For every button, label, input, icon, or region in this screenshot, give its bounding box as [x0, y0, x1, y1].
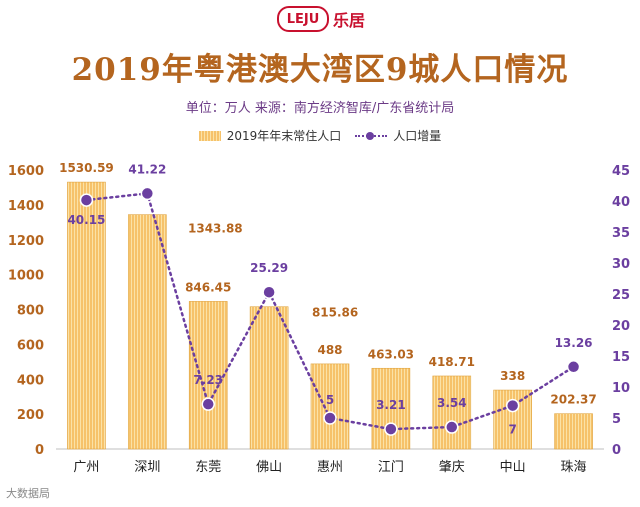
watermark: 大数据局: [6, 487, 50, 500]
bar-value-label: 488: [317, 343, 342, 357]
bar-value-label: 1530.59: [59, 161, 114, 175]
y-right-tick-label: 25: [612, 288, 630, 303]
chart-subtitle: 单位：万人 来源：南方经济智库/广东省统计局: [185, 101, 455, 116]
bar-value-label: 815.86: [312, 306, 358, 320]
line-point-increase: [505, 398, 520, 413]
line-value-label: 3.21: [376, 398, 406, 412]
y-left-tick-label: 1600: [8, 164, 44, 179]
legend-bar-swatch: [198, 130, 221, 141]
bar-population: [188, 301, 228, 450]
y-left-tick-label: 800: [17, 304, 44, 319]
line-value-label: 5: [326, 393, 334, 407]
x-category-label: 惠州: [317, 460, 343, 475]
line-point-increase: [445, 420, 459, 434]
bar-value-label: 418.71: [429, 355, 475, 369]
x-category-label: 佛山: [256, 460, 282, 475]
y-right-tick-label: 20: [612, 319, 630, 334]
bar-population: [128, 214, 167, 450]
line-value-label: 41.22: [128, 162, 166, 176]
legend-item-population: 2019年年末常住人口: [198, 127, 342, 144]
bar-value-label: 202.37: [550, 393, 596, 407]
y-left-tick-label: 0: [35, 443, 44, 458]
bar-population: [310, 363, 350, 450]
y-right-tick-label: 35: [612, 226, 630, 241]
line-value-label: 3.54: [437, 396, 467, 410]
bar-population: [432, 375, 472, 450]
y-right-tick-label: 10: [612, 381, 630, 396]
line-value-label: 7: [508, 423, 516, 437]
y-right-tick-label: 40: [612, 195, 630, 210]
bar-population: [249, 306, 289, 450]
line-value-label: 25.29: [250, 261, 288, 275]
chart-legend: 2019年年末常住人口 人口增量: [0, 127, 640, 144]
y-right-tick-label: 0: [612, 443, 621, 458]
logo-name: 乐居: [333, 11, 366, 30]
line-value-label: 40.15: [67, 213, 105, 227]
y-right-tick-label: 45: [612, 164, 630, 179]
bar-population: [67, 181, 106, 450]
y-left-tick-label: 400: [17, 373, 44, 388]
bar-population: [554, 413, 593, 450]
line-point-increase: [79, 193, 94, 207]
x-category-label: 东莞: [195, 460, 221, 475]
y-right-tick-label: 5: [612, 412, 621, 427]
legend-label-increase: 人口增量: [393, 129, 442, 143]
y-left-tick-label: 1200: [8, 234, 44, 249]
chart-title: 2019年粤港澳大湾区9城人口情况: [71, 52, 569, 88]
bar-value-label: 463.03: [368, 347, 414, 361]
legend-item-increase: 人口增量: [355, 127, 441, 144]
line-point-increase: [566, 360, 581, 374]
leju-logo: LEJU 乐居: [277, 6, 365, 32]
line-point-increase: [140, 186, 155, 201]
line-value-label: 13.26: [555, 336, 593, 350]
x-category-label: 中山: [500, 460, 526, 475]
x-category-label: 广州: [73, 460, 99, 475]
line-point-increase: [262, 285, 276, 299]
y-left-tick-label: 200: [17, 408, 44, 423]
line-point-increase: [323, 411, 337, 425]
legend-label-population: 2019年年末常住人口: [226, 129, 342, 143]
line-point-increase: [201, 397, 215, 411]
line-point-increase: [384, 422, 398, 436]
bar-value-label: 846.45: [185, 280, 231, 294]
y-right-tick-label: 15: [612, 350, 630, 365]
x-category-label: 肇庆: [439, 460, 465, 475]
y-left-tick-label: 1000: [8, 269, 44, 284]
y-right-tick-label: 30: [612, 257, 630, 272]
legend-line-swatch: [355, 131, 388, 141]
y-left-tick-label: 600: [17, 338, 44, 353]
logo-badge: LEJU: [277, 6, 329, 32]
x-category-label: 珠海: [561, 460, 587, 475]
y-left-tick-label: 1400: [8, 199, 44, 214]
bar-value-label: 1343.88: [188, 222, 243, 236]
x-category-label: 深圳: [134, 460, 160, 475]
bar-value-label: 338: [500, 369, 525, 383]
line-value-label: 7.23: [193, 373, 223, 387]
x-category-label: 江门: [378, 460, 404, 475]
